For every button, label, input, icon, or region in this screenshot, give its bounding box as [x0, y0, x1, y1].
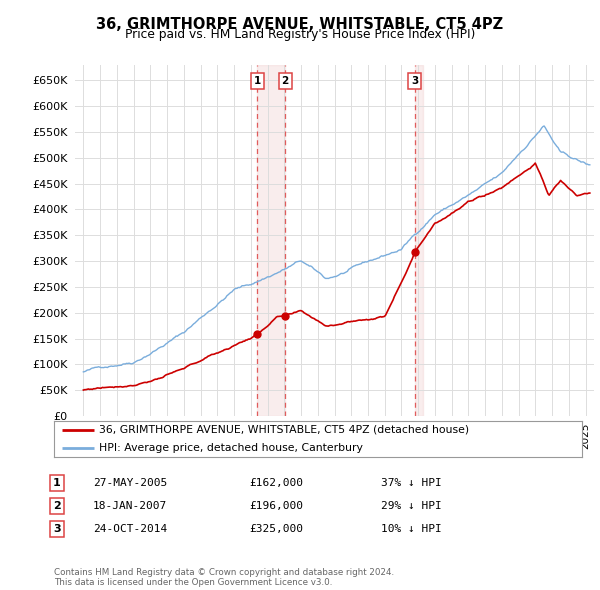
Text: 37% ↓ HPI: 37% ↓ HPI: [381, 478, 442, 487]
Bar: [415, 65, 423, 416]
Text: Contains HM Land Registry data © Crown copyright and database right 2024.
This d: Contains HM Land Registry data © Crown c…: [54, 568, 394, 587]
Text: 24-OCT-2014: 24-OCT-2014: [93, 524, 167, 533]
Text: 2: 2: [281, 76, 289, 86]
Text: £196,000: £196,000: [249, 501, 303, 510]
Bar: [257, 65, 285, 416]
Text: 27-MAY-2005: 27-MAY-2005: [93, 478, 167, 487]
Text: 10% ↓ HPI: 10% ↓ HPI: [381, 524, 442, 533]
Text: HPI: Average price, detached house, Canterbury: HPI: Average price, detached house, Cant…: [99, 443, 363, 453]
Text: 36, GRIMTHORPE AVENUE, WHITSTABLE, CT5 4PZ: 36, GRIMTHORPE AVENUE, WHITSTABLE, CT5 4…: [97, 17, 503, 31]
Text: £162,000: £162,000: [249, 478, 303, 487]
Text: 29% ↓ HPI: 29% ↓ HPI: [381, 501, 442, 510]
Text: Price paid vs. HM Land Registry's House Price Index (HPI): Price paid vs. HM Land Registry's House …: [125, 28, 475, 41]
Text: 3: 3: [53, 524, 61, 533]
Text: 1: 1: [53, 478, 61, 487]
Text: 2: 2: [53, 501, 61, 510]
Text: 1: 1: [254, 76, 261, 86]
Text: 18-JAN-2007: 18-JAN-2007: [93, 501, 167, 510]
Text: £325,000: £325,000: [249, 524, 303, 533]
Text: 3: 3: [411, 76, 418, 86]
Text: 36, GRIMTHORPE AVENUE, WHITSTABLE, CT5 4PZ (detached house): 36, GRIMTHORPE AVENUE, WHITSTABLE, CT5 4…: [99, 425, 469, 435]
